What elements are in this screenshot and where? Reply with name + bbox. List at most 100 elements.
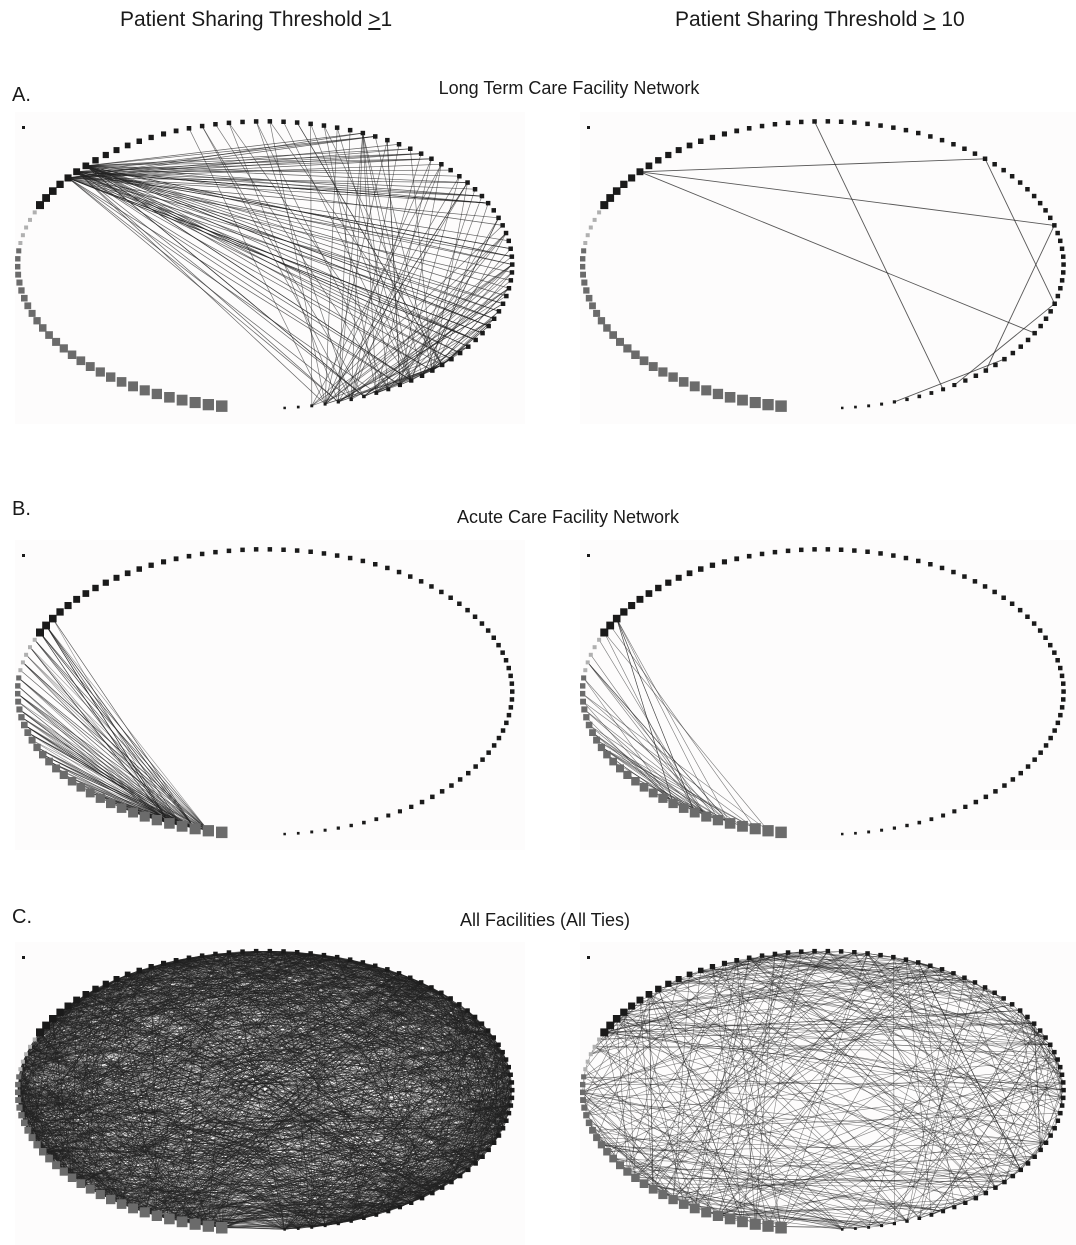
network-edge	[24, 992, 442, 1124]
network-edge	[17, 1023, 483, 1085]
facility-node	[472, 187, 478, 192]
network-edge	[221, 1135, 499, 1228]
network-edge	[110, 1030, 489, 1200]
facility-node	[486, 323, 491, 329]
facility-node	[116, 1199, 127, 1209]
facility-node	[18, 287, 25, 294]
facility-node	[992, 589, 997, 595]
facility-node	[1018, 1167, 1023, 1173]
facility-node	[712, 815, 724, 826]
facility-node	[963, 1200, 968, 1205]
facility-node	[1018, 770, 1023, 776]
network-edge	[85, 165, 461, 354]
network-edge	[606, 1097, 1064, 1153]
network-edge	[336, 127, 412, 381]
network-edge	[612, 955, 763, 1159]
network-edge	[604, 1032, 1051, 1046]
facility-node	[28, 1134, 36, 1142]
network-edge	[68, 148, 411, 179]
network-edge	[388, 987, 432, 1212]
facility-node	[686, 142, 693, 149]
network-edge	[27, 732, 196, 829]
network-edge	[586, 963, 725, 1116]
facility-node	[296, 405, 300, 409]
facility-node	[33, 1141, 41, 1149]
facility-node	[982, 985, 988, 990]
facility-node	[92, 985, 99, 993]
facility-node	[905, 1219, 909, 1223]
all-network-threshold-1-panel	[15, 942, 525, 1245]
network-edge	[459, 1089, 513, 1177]
network-edge	[814, 121, 944, 390]
network-edge	[705, 957, 750, 1213]
network-edge	[68, 177, 468, 183]
network-edge	[717, 1169, 1021, 1217]
network-edge	[584, 709, 707, 817]
facility-node	[612, 1015, 621, 1023]
network-edge	[604, 1023, 1035, 1033]
network-edge	[398, 973, 511, 1076]
network-edge	[616, 1018, 628, 1172]
facility-node	[508, 1103, 514, 1108]
facility-node	[385, 565, 390, 571]
network-edge	[774, 953, 1051, 1136]
facility-node	[21, 721, 28, 729]
facility-node	[491, 1140, 497, 1145]
network-edge	[21, 717, 183, 827]
network-edge	[623, 1012, 696, 1209]
network-edge	[905, 959, 932, 1215]
network-edge	[71, 973, 400, 1178]
facility-node	[139, 811, 150, 822]
facility-node	[1009, 174, 1015, 179]
network-edge	[689, 974, 1013, 1005]
facility-node	[581, 1074, 587, 1080]
network-edge	[20, 669, 209, 831]
network-edge	[362, 133, 423, 376]
facility-node	[20, 233, 25, 238]
facility-node	[20, 1059, 25, 1064]
network-edge	[80, 1105, 511, 1184]
network-edge	[324, 370, 433, 405]
facility-node	[678, 803, 689, 813]
facility-node	[973, 1195, 979, 1201]
network-edge	[594, 1046, 843, 1230]
network-edge	[71, 1082, 512, 1178]
facility-node	[1002, 783, 1007, 788]
facility-node	[283, 1228, 286, 1231]
facility-node	[737, 820, 748, 832]
facility-node	[39, 1148, 47, 1156]
facility-node	[928, 562, 933, 567]
facility-node	[491, 208, 496, 213]
facility-node	[496, 642, 501, 648]
facility-node	[686, 570, 693, 577]
facility-node	[880, 1224, 884, 1228]
network-edge	[648, 994, 987, 1194]
network-edge	[110, 951, 257, 1200]
facility-node	[951, 142, 956, 147]
facility-node	[310, 1225, 314, 1229]
network-edge	[648, 994, 731, 1220]
facility-node	[336, 400, 340, 404]
facility-node	[56, 180, 64, 188]
facility-node	[113, 976, 120, 982]
network-edge	[19, 1107, 285, 1230]
network-edge	[182, 1211, 389, 1223]
isolate-node	[587, 554, 590, 557]
network-edge	[338, 1156, 483, 1224]
network-graph	[15, 547, 515, 839]
network-edge	[151, 950, 257, 967]
facility-node	[283, 832, 286, 836]
facility-node	[128, 381, 138, 392]
facility-node	[419, 1195, 425, 1201]
facility-node	[24, 729, 32, 736]
facility-node	[151, 815, 162, 826]
network-edge	[68, 177, 489, 204]
facility-node	[951, 569, 956, 575]
network-edge	[599, 952, 855, 1040]
network-edge	[18, 1016, 476, 1101]
network-edge	[919, 992, 995, 1219]
facility-node	[580, 690, 586, 697]
network-edge	[582, 1092, 696, 1209]
network-edge	[338, 1037, 494, 1224]
facility-node	[486, 750, 491, 755]
